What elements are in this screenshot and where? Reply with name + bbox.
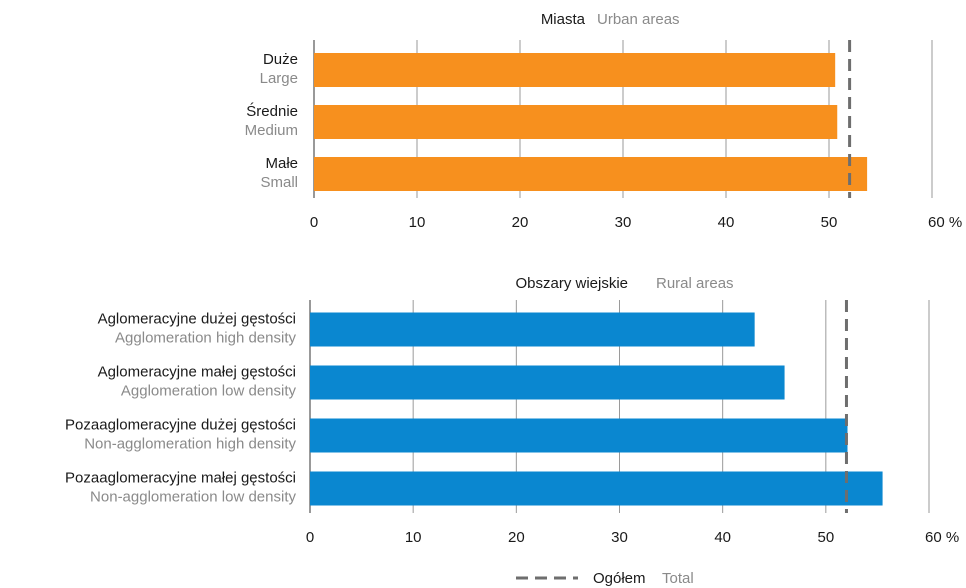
x-tick-label: 30 [611,529,628,546]
bar [314,157,868,191]
category-sublabel: Medium [245,122,298,139]
bar [314,105,838,139]
x-tick-label: 20 [508,529,525,546]
category-sublabel: Agglomeration high density [115,330,296,347]
chart-title: Obszary wiejskie [515,275,628,292]
chart-title: Miasta [541,11,586,28]
category-label: Duże [263,51,298,68]
x-tick-label: 30 [615,214,632,231]
category-label: Średnie [246,102,298,120]
category-label: Aglomeracyjne małej gęstości [98,364,296,381]
bar [310,312,755,347]
legend-sublabel: Total [662,570,694,587]
category-sublabel: Small [260,174,298,191]
bar [310,365,785,400]
chart-panel-urban: Miasta Urban areas Duże Large Średnie Mediu… [245,11,963,231]
legend-label: Ogółem [593,570,646,587]
x-tick-label: 40 [718,214,735,231]
category-sublabel: Non-agglomeration low density [90,489,296,506]
x-tick-label: 0 [306,529,314,546]
chart-subtitle: Urban areas [597,11,680,28]
x-tick-label: 60 % [928,214,962,231]
category-label: Pozaaglomeracyjne małej gęstości [65,470,296,487]
chart-subtitle: Rural areas [656,275,734,292]
x-tick-label: 50 [817,529,834,546]
category-sublabel: Non-agglomeration high density [84,436,296,453]
x-tick-label: 60 % [925,529,959,546]
x-tick-label: 40 [714,529,731,546]
category-sublabel: Agglomeration low density [121,383,297,400]
category-sublabel: Large [260,70,298,87]
x-tick-label: 10 [405,529,422,546]
category-label: Aglomeracyjne dużej gęstości [98,311,296,328]
x-tick-label: 10 [409,214,426,231]
chart-legend: Ogółem Total [516,570,694,587]
category-label: Małe [265,155,298,172]
bar [310,418,848,453]
bar [314,53,836,87]
bar [310,471,883,506]
x-tick-label: 20 [512,214,529,231]
chart-panel-rural: Obszary wiejskie Rural areas Aglomeracyj… [65,275,959,546]
category-label: Pozaaglomeracyjne dużej gęstości [65,417,296,434]
x-tick-label: 50 [821,214,838,231]
x-tick-label: 0 [310,214,318,231]
